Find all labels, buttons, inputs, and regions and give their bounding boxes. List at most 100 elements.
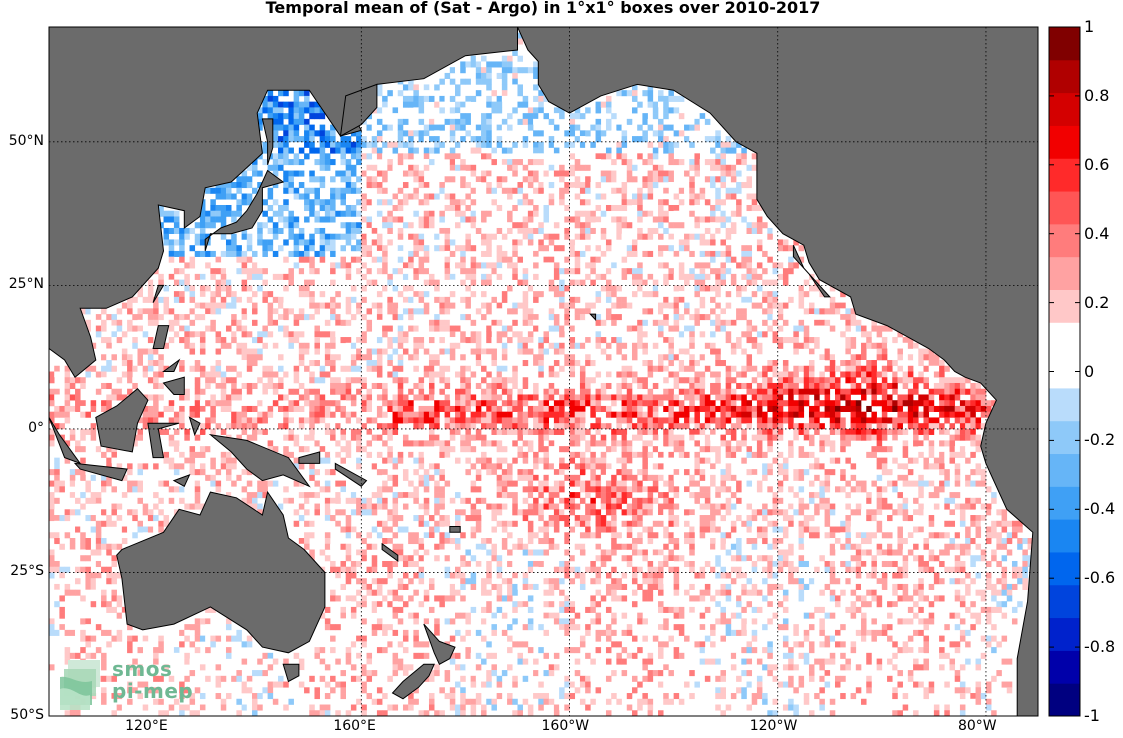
data-cell (387, 428, 393, 435)
data-cell (850, 428, 857, 435)
data-cell (59, 394, 65, 401)
data-cell (684, 136, 690, 143)
data-cell (225, 451, 232, 458)
data-cell (736, 451, 742, 458)
data-cell (278, 204, 284, 212)
data-cell (496, 371, 503, 378)
data-cell (840, 434, 846, 441)
data-cell (460, 124, 466, 131)
data-cell (241, 348, 248, 355)
data-cell (522, 377, 529, 384)
data-cell (631, 434, 638, 441)
data-cell (850, 377, 857, 384)
data-cell (189, 296, 196, 303)
data-cell (923, 405, 929, 412)
data-cell (330, 124, 336, 131)
data-cell (840, 417, 846, 424)
data-cell (350, 130, 357, 137)
data-cell (730, 342, 737, 349)
data-cell (340, 233, 346, 240)
data-cell (767, 227, 773, 234)
data-cell (600, 423, 607, 430)
data-cell (611, 170, 617, 177)
data-cell (673, 250, 680, 257)
data-cell (559, 176, 565, 183)
data-cell (699, 382, 706, 390)
data-cell (928, 428, 935, 435)
data-cell (455, 342, 461, 349)
data-cell (205, 474, 211, 481)
data-cell (382, 268, 388, 275)
data-cell (777, 302, 784, 309)
data-cell (808, 417, 815, 424)
data-cell (897, 377, 903, 384)
data-cell (881, 423, 888, 430)
data-cell (793, 239, 799, 246)
data-cell (569, 342, 576, 349)
data-cell (652, 428, 659, 435)
data-cell (631, 239, 638, 246)
data-cell (699, 423, 706, 430)
data-cell (361, 136, 367, 143)
data-cell (699, 354, 706, 361)
data-cell (876, 474, 883, 481)
data-cell (127, 457, 133, 464)
data-cell (402, 130, 409, 137)
data-cell (304, 107, 310, 114)
data-cell (475, 130, 482, 137)
data-cell (210, 199, 216, 206)
data-cell (965, 417, 971, 424)
data-cell (897, 342, 903, 349)
data-cell (246, 199, 253, 206)
data-cell (527, 227, 534, 234)
data-cell (298, 101, 305, 108)
data-cell (834, 388, 841, 395)
data-cell (460, 365, 466, 372)
data-cell (293, 130, 300, 137)
data-cell (397, 308, 404, 315)
data-cell (569, 423, 576, 430)
data-cell (267, 314, 274, 321)
data-cell (293, 405, 300, 412)
data-cell (980, 469, 987, 476)
data-cell (444, 405, 451, 412)
data-cell (585, 446, 591, 453)
data-cell (710, 268, 716, 275)
data-cell (179, 365, 185, 372)
data-cell (423, 371, 430, 378)
data-cell (423, 365, 430, 372)
data-cell (418, 268, 425, 275)
data-cell (767, 325, 773, 332)
data-cell (574, 233, 581, 240)
data-cell (387, 457, 393, 464)
data-cell (361, 124, 367, 131)
data-cell (559, 348, 565, 355)
data-cell (710, 136, 716, 143)
data-cell (241, 233, 248, 240)
data-cell (637, 457, 643, 464)
data-cell (840, 469, 846, 476)
data-cell (210, 210, 216, 217)
data-cell (798, 423, 805, 430)
data-cell (965, 400, 971, 407)
data-cell (548, 233, 555, 240)
data-cell (460, 279, 466, 286)
data-cell (283, 101, 289, 108)
data-cell (314, 302, 320, 309)
data-cell (111, 319, 117, 326)
data-cell (512, 348, 518, 355)
data-cell (465, 78, 471, 85)
data-cell (465, 469, 471, 476)
data-cell (616, 124, 622, 131)
data-cell (595, 382, 602, 390)
data-cell (658, 417, 664, 424)
data-cell (434, 314, 440, 321)
data-cell (553, 371, 560, 378)
data-cell (324, 239, 331, 246)
data-cell (543, 388, 550, 395)
data-cell (413, 469, 419, 476)
data-cell (439, 474, 445, 481)
data-cell (788, 405, 794, 412)
data-cell (861, 474, 867, 481)
data-cell (689, 164, 695, 171)
